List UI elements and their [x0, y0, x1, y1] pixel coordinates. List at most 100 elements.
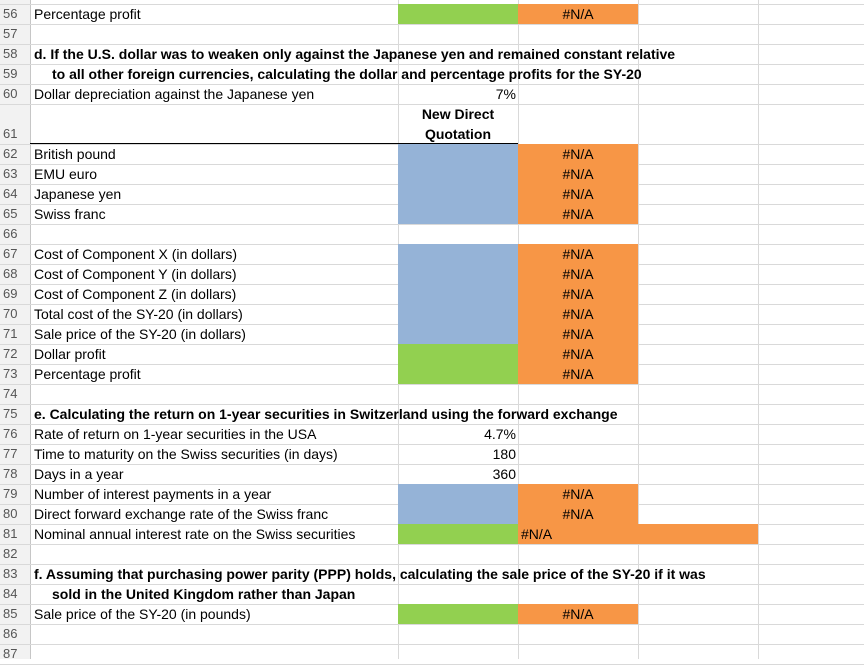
row-number[interactable]: 64	[3, 186, 18, 201]
input-cell[interactable]	[398, 184, 518, 204]
row-label: Total cost of the SY-20 (in dollars)	[34, 306, 243, 322]
row-number[interactable]: 60	[3, 86, 18, 101]
row-label: Swiss franc	[34, 206, 106, 222]
row-number[interactable]: 76	[3, 426, 18, 441]
gridline-row	[0, 464, 864, 465]
gridline-row	[0, 564, 864, 565]
value-cell: 7%	[495, 86, 516, 102]
row-number[interactable]: 56	[3, 6, 18, 21]
section-heading: f. Assuming that purchasing power parity…	[34, 566, 706, 582]
input-cell[interactable]	[398, 164, 518, 184]
header-underline	[30, 143, 518, 144]
na-value: #N/A	[562, 606, 594, 622]
section-heading: d. If the U.S. dollar was to weaken only…	[34, 46, 676, 62]
row-number[interactable]: 79	[3, 486, 18, 501]
row-label: Japanese yen	[34, 186, 122, 202]
row-number[interactable]: 81	[3, 526, 18, 541]
row-label: EMU euro	[34, 166, 98, 182]
row-number[interactable]: 67	[3, 246, 18, 261]
gridline-row	[0, 584, 864, 585]
row-number[interactable]: 72	[3, 346, 18, 361]
output-cell	[518, 504, 638, 524]
row-number[interactable]: 87	[3, 646, 18, 661]
gridline-col	[638, 0, 639, 659]
na-value: #N/A	[562, 326, 594, 342]
row-number[interactable]: 74	[3, 386, 18, 401]
input-cell[interactable]	[398, 324, 518, 344]
gridline-row	[0, 624, 864, 625]
input-cell[interactable]	[398, 204, 518, 224]
input-cell[interactable]	[398, 364, 518, 384]
input-cell[interactable]	[398, 304, 518, 324]
output-cell	[518, 324, 638, 344]
row-number[interactable]: 77	[3, 446, 18, 461]
gridline-row	[0, 24, 864, 25]
row-label: Direct forward exchange rate of the Swis…	[34, 506, 329, 522]
gridline-row	[0, 224, 864, 225]
section-heading: to all other foreign currencies, calcula…	[52, 66, 642, 82]
row-number[interactable]: 86	[3, 626, 18, 641]
output-cell	[518, 524, 758, 544]
gridline-row	[0, 444, 864, 445]
row-label: Rate of return on 1-year securities in t…	[34, 426, 317, 442]
row-number[interactable]: 84	[3, 586, 18, 601]
row-number[interactable]: 75	[3, 406, 18, 421]
input-cell[interactable]	[398, 604, 518, 624]
input-cell[interactable]	[398, 244, 518, 264]
output-cell	[518, 484, 638, 504]
gridline-row	[0, 644, 864, 645]
row-number[interactable]: 58	[3, 46, 18, 61]
gridline-row	[0, 544, 864, 545]
input-cell[interactable]	[398, 144, 518, 164]
row-number[interactable]: 70	[3, 306, 18, 321]
input-cell[interactable]	[398, 4, 518, 24]
column-header: New Direct	[421, 106, 495, 122]
input-cell[interactable]	[398, 524, 518, 544]
row-label: Cost of Component Z (in dollars)	[34, 286, 237, 302]
output-cell	[518, 264, 638, 284]
row-number[interactable]: 82	[3, 546, 18, 561]
na-value: #N/A	[562, 206, 594, 222]
row-number[interactable]: 66	[3, 226, 18, 241]
output-cell	[518, 144, 638, 164]
row-label: Percentage profit	[34, 366, 141, 382]
row-label: Cost of Component Y (in dollars)	[34, 266, 237, 282]
row-number[interactable]: 59	[3, 66, 18, 81]
row-number[interactable]: 62	[3, 146, 18, 161]
row-number[interactable]: 83	[3, 566, 18, 581]
section-heading: sold in the United Kingdom rather than J…	[52, 586, 356, 602]
gridline-col	[758, 0, 759, 659]
row-number[interactable]: 85	[3, 606, 18, 621]
output-cell	[518, 304, 638, 324]
na-value: #N/A	[562, 506, 594, 522]
na-value: #N/A	[521, 526, 553, 542]
row-number[interactable]: 65	[3, 206, 18, 221]
row-number[interactable]: 57	[3, 26, 18, 41]
gridline-row	[0, 104, 864, 105]
row-number[interactable]: 61	[3, 126, 18, 141]
row-number[interactable]: 78	[3, 466, 18, 481]
input-cell[interactable]	[398, 344, 518, 364]
gridline-row	[0, 424, 864, 425]
na-value: #N/A	[562, 6, 594, 22]
input-cell[interactable]	[398, 264, 518, 284]
row-label: Dollar profit	[34, 346, 106, 362]
row-number[interactable]: 73	[3, 366, 18, 381]
input-cell[interactable]	[398, 284, 518, 304]
row-label: Cost of Component X (in dollars)	[34, 246, 238, 262]
output-cell	[518, 244, 638, 264]
gridline-row	[0, 384, 864, 385]
row-label: British pound	[34, 146, 116, 162]
row-number[interactable]: 69	[3, 286, 18, 301]
input-cell[interactable]	[398, 484, 518, 504]
na-value: #N/A	[562, 246, 594, 262]
row-number[interactable]: 71	[3, 326, 18, 341]
row-number[interactable]: 80	[3, 506, 18, 521]
na-value: #N/A	[562, 486, 594, 502]
row-number[interactable]: 68	[3, 266, 18, 281]
output-cell	[518, 344, 638, 364]
row-number[interactable]: 63	[3, 166, 18, 181]
output-cell	[518, 284, 638, 304]
input-cell[interactable]	[398, 504, 518, 524]
